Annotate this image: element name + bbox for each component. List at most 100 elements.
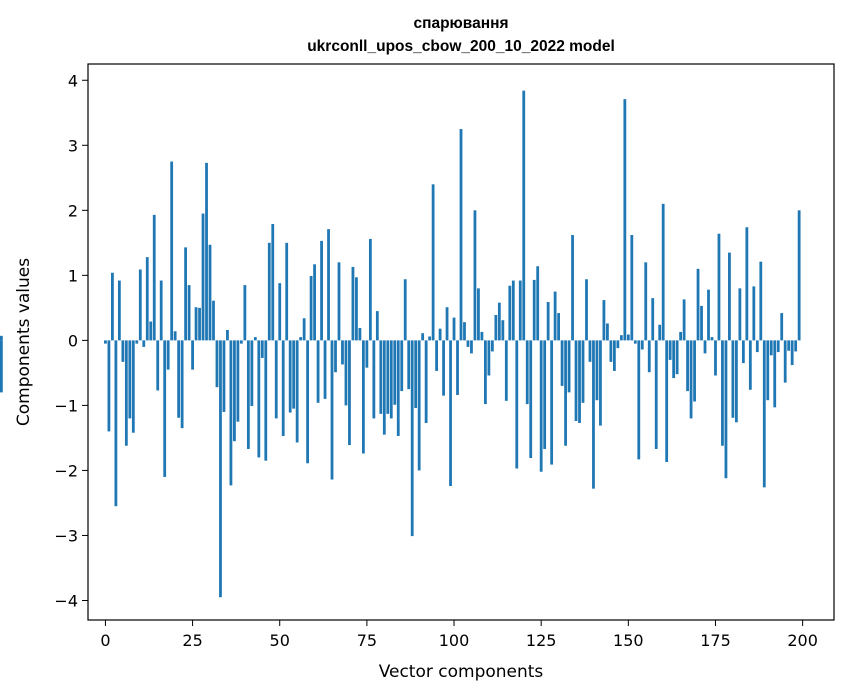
bar-177 — [721, 340, 724, 446]
bar-114 — [501, 320, 505, 341]
bar-88 — [410, 340, 414, 537]
bar-193 — [776, 340, 780, 353]
bar-72 — [355, 277, 358, 341]
bar-122 — [529, 340, 533, 459]
x-tick-label: 125 — [526, 631, 557, 650]
bar-181 — [735, 340, 738, 423]
bar-62 — [320, 240, 323, 341]
bar-103 — [463, 322, 466, 341]
bar-104 — [466, 340, 470, 347]
bar-173 — [707, 289, 710, 341]
bar-82 — [389, 340, 393, 419]
bar-undefined — [0, 335, 3, 341]
bar-124 — [536, 266, 540, 341]
bar-54 — [292, 340, 296, 409]
bar-176 — [717, 233, 721, 341]
bar-198 — [794, 340, 798, 352]
bar-25 — [191, 340, 194, 370]
bar-195 — [783, 340, 787, 383]
bar-86 — [403, 279, 407, 341]
y-tick-label: 2 — [68, 201, 78, 220]
bar-23 — [184, 247, 187, 341]
bar-196 — [787, 340, 791, 351]
bar-139 — [588, 340, 592, 362]
bar-52 — [285, 242, 289, 341]
bar-147 — [616, 340, 620, 349]
bar-6 — [124, 340, 128, 446]
bar-185 — [748, 340, 752, 390]
x-tick-label: 0 — [100, 631, 110, 650]
bar-83 — [393, 340, 397, 405]
x-tick-label: 75 — [357, 631, 377, 650]
x-tick-label: 175 — [700, 631, 731, 650]
bar-13 — [149, 321, 153, 341]
bar-191 — [769, 340, 773, 356]
bar-194 — [780, 313, 784, 341]
bar-187 — [755, 340, 759, 353]
bar-166 — [682, 299, 686, 341]
bar-175 — [714, 340, 717, 376]
bar-10 — [138, 269, 142, 341]
bar-20 — [173, 331, 177, 341]
bar-192 — [773, 340, 777, 408]
bar-32 — [215, 340, 219, 388]
bar-73 — [358, 328, 362, 341]
y-tick-label: −1 — [54, 396, 78, 415]
bar-186 — [752, 286, 756, 341]
bar-111 — [490, 340, 494, 352]
bar-110 — [487, 340, 491, 376]
bar-19 — [170, 161, 174, 341]
bar-161 — [665, 340, 669, 462]
bar-149 — [623, 99, 627, 341]
bar-100 — [452, 317, 456, 341]
y-tick-label: −3 — [54, 526, 78, 545]
bar-33 — [219, 340, 222, 598]
x-tick-label: 150 — [613, 631, 644, 650]
bar-84 — [396, 340, 400, 436]
bar-21 — [177, 340, 181, 418]
bar-106 — [473, 210, 477, 341]
bar-71 — [351, 266, 355, 341]
bar-156 — [647, 340, 651, 373]
bar-131 — [560, 340, 564, 386]
bar-132 — [564, 340, 567, 446]
bar-79 — [379, 340, 383, 414]
bar-49 — [274, 340, 278, 419]
bar-48 — [271, 223, 275, 341]
bar-53 — [288, 340, 292, 413]
bar-61 — [316, 340, 320, 403]
x-tick-label: 50 — [270, 631, 290, 650]
y-tick-label: 4 — [68, 71, 78, 90]
bar-126 — [543, 340, 547, 449]
y-tick-label: 1 — [68, 266, 78, 285]
bar-128 — [550, 340, 554, 465]
bar-26 — [194, 307, 198, 341]
y-axis-ticks: −4 −3 −2 −1 0 1 2 3 4 — [54, 71, 88, 610]
bar-51 — [281, 340, 285, 436]
bar-197 — [790, 340, 794, 366]
bar-117 — [511, 280, 515, 341]
bar-41 — [246, 340, 250, 449]
bar-99 — [449, 340, 452, 487]
bar-172 — [703, 340, 707, 354]
bar-85 — [400, 340, 404, 392]
bar-55 — [295, 340, 299, 443]
bar-137 — [581, 340, 585, 403]
bar-12 — [145, 257, 149, 341]
bar-144 — [606, 323, 609, 341]
bar-60 — [313, 264, 316, 341]
bar-160 — [661, 203, 665, 341]
bar-107 — [477, 288, 480, 341]
bar-94 — [431, 184, 435, 341]
bar-7 — [128, 340, 132, 419]
bar-102 — [459, 129, 463, 341]
bar-168 — [689, 340, 693, 419]
bar-2 — [111, 272, 114, 341]
bar-37 — [233, 340, 236, 442]
bar-154 — [640, 340, 644, 350]
bar-158 — [654, 340, 658, 449]
bar-8 — [131, 340, 135, 433]
bar-163 — [672, 340, 676, 379]
bar-69 — [344, 340, 348, 406]
